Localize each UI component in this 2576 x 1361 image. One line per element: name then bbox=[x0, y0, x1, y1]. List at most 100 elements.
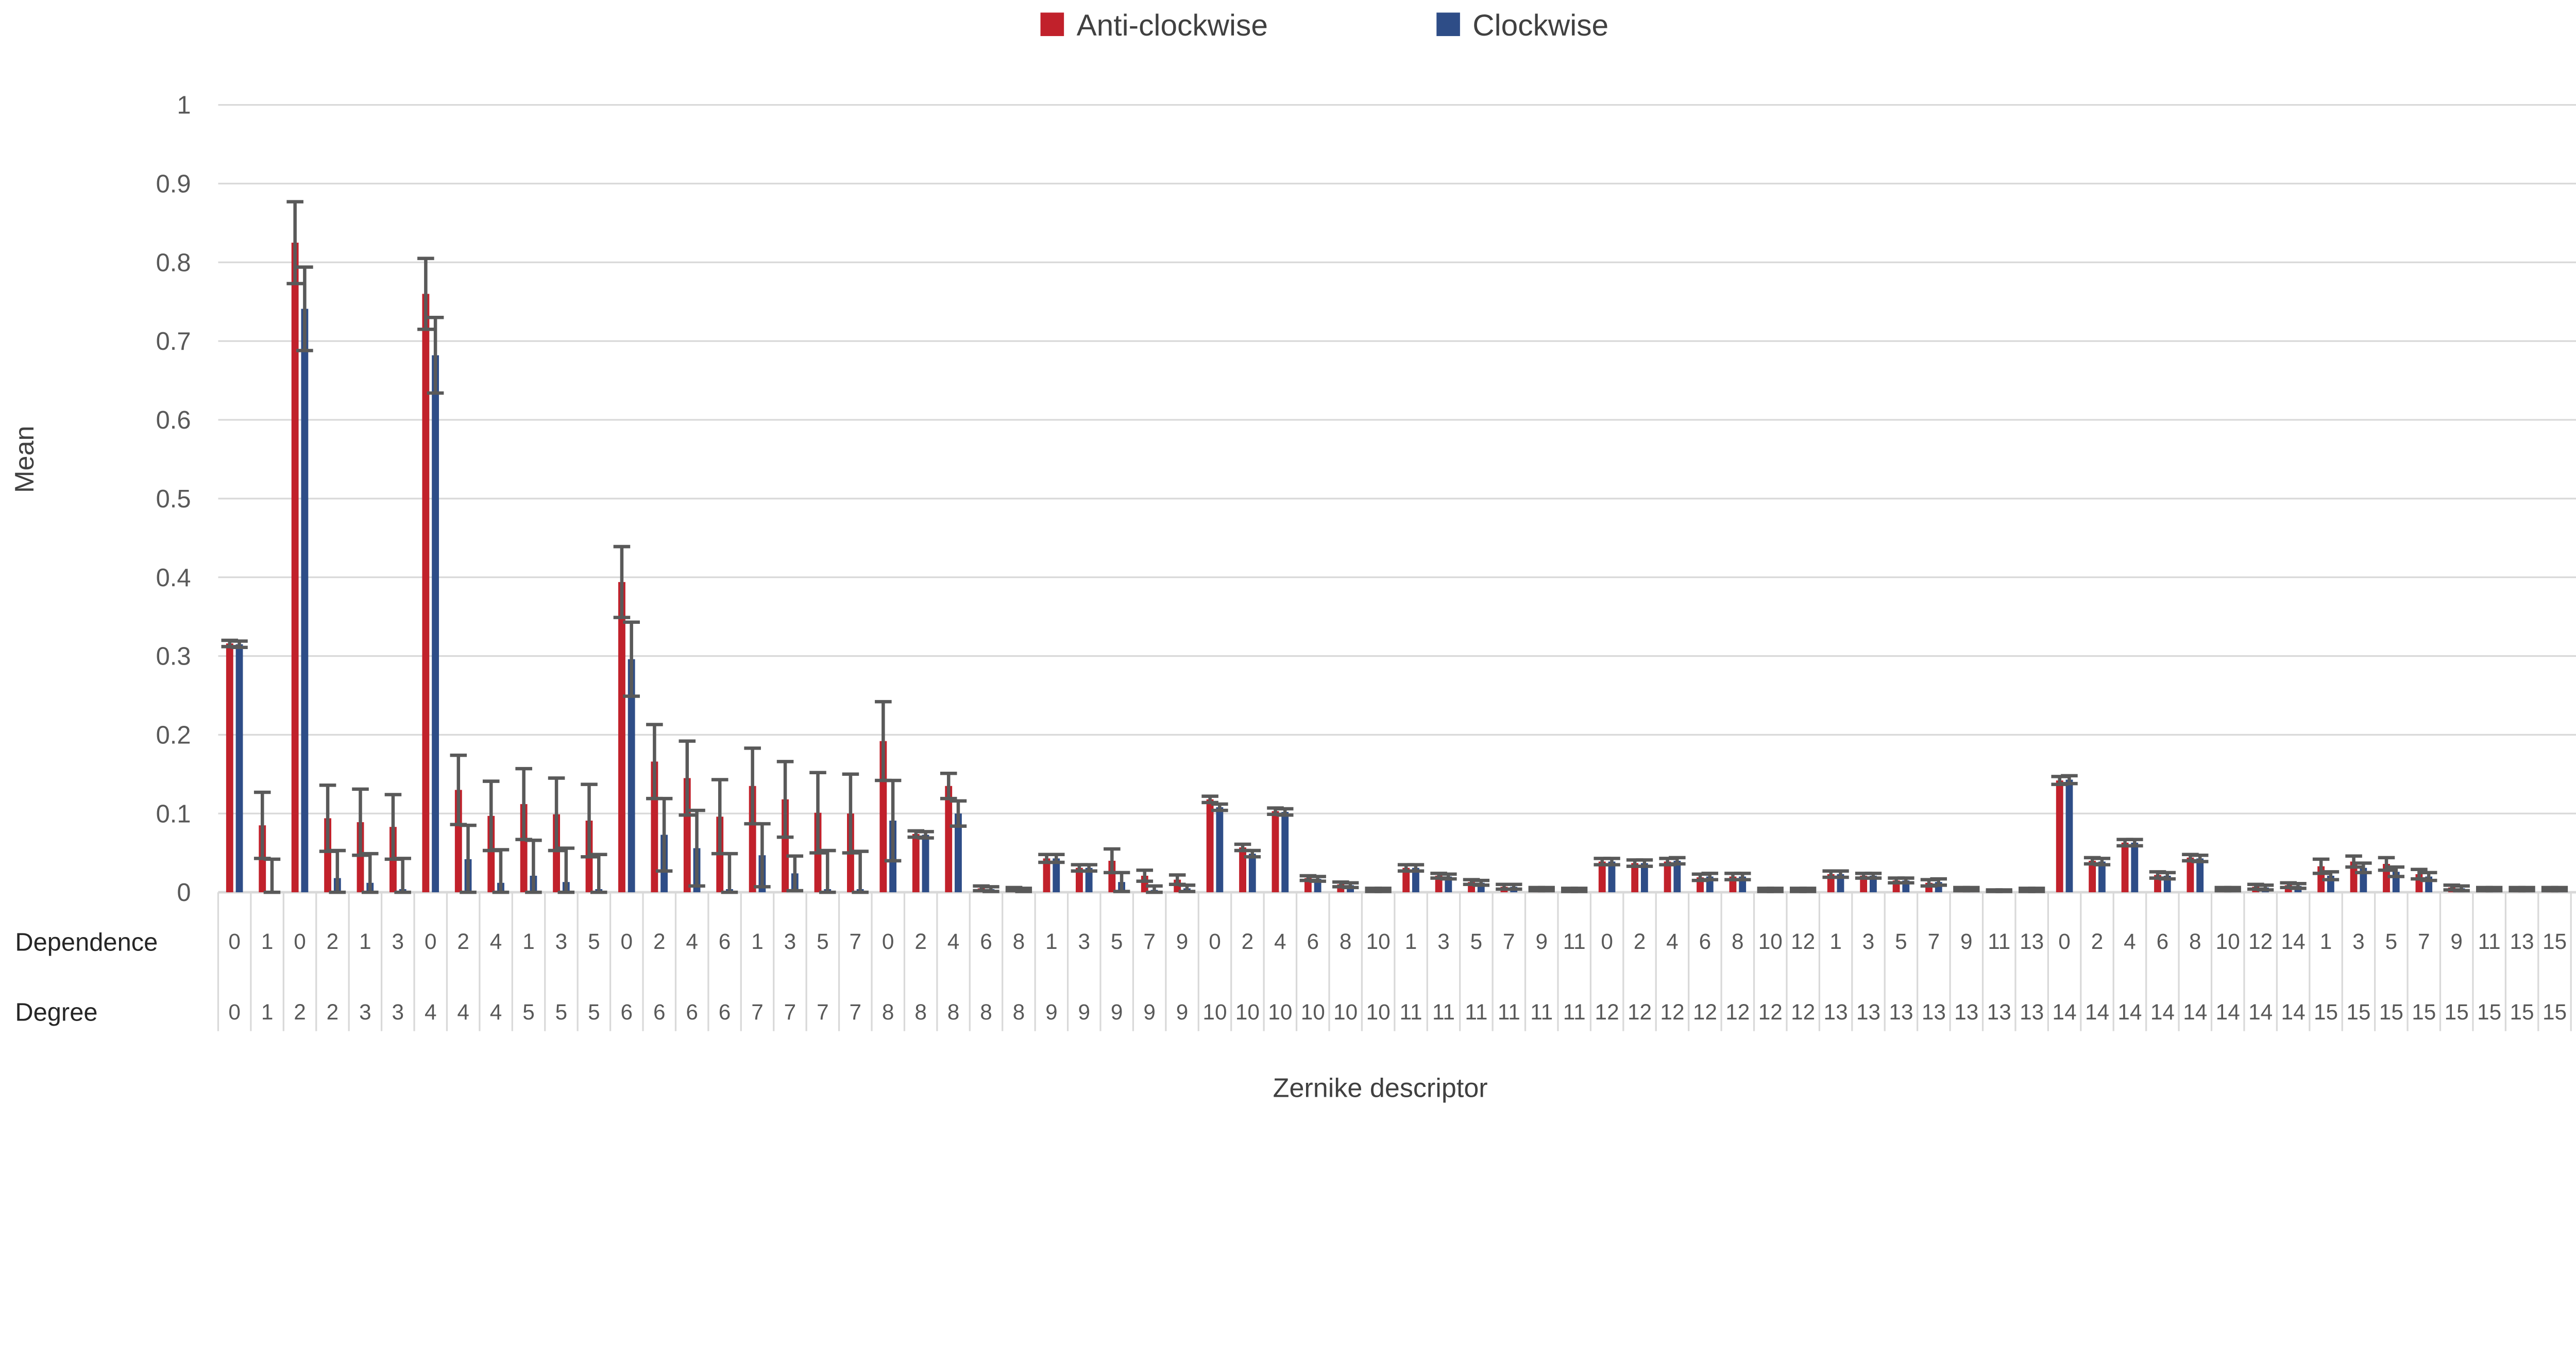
dependence-label-69: 11 bbox=[2478, 929, 2501, 954]
degree-label-10: 5 bbox=[555, 1000, 568, 1024]
dependence-label-54: 11 bbox=[1988, 929, 2010, 954]
error-bar-anticlockwise-30 bbox=[1201, 794, 1218, 805]
dependence-label-11: 5 bbox=[588, 929, 600, 954]
bar-clockwise-26 bbox=[1085, 867, 1093, 893]
dependence-label-36: 1 bbox=[1405, 929, 1417, 954]
degree-label-35: 10 bbox=[1366, 1000, 1391, 1024]
error-bar-anticlockwise-2 bbox=[286, 200, 303, 285]
bar-anticlockwise-44 bbox=[1664, 861, 1671, 893]
degree-label-61: 14 bbox=[2216, 1000, 2240, 1024]
y-axis-title: Mean bbox=[10, 426, 40, 493]
dependence-label-39: 7 bbox=[1503, 929, 1515, 954]
degree-label-41: 11 bbox=[1563, 1000, 1586, 1024]
error-bar-anticlockwise-11 bbox=[581, 782, 598, 859]
error-bar-clockwise-54 bbox=[1995, 888, 2012, 893]
dependence-label-13: 2 bbox=[653, 929, 666, 954]
error-bar-anticlockwise-16 bbox=[744, 746, 761, 826]
error-bar-clockwise-45 bbox=[1701, 872, 1719, 881]
dependence-label-71: 15 bbox=[2543, 929, 2567, 954]
dependence-label-8: 4 bbox=[490, 929, 502, 954]
degree-label-55: 13 bbox=[2020, 1000, 2044, 1024]
bars-layer bbox=[226, 243, 2563, 893]
error-bar-clockwise-3 bbox=[329, 848, 346, 894]
y-tick-1: 1 bbox=[177, 92, 191, 120]
error-bar-clockwise-70 bbox=[2518, 886, 2535, 893]
legend-swatch-anticlockwise bbox=[1040, 12, 1064, 37]
degree-label-9: 5 bbox=[522, 1000, 535, 1024]
degree-label-71: 15 bbox=[2543, 1000, 2567, 1024]
degree-label-57: 14 bbox=[2085, 1000, 2109, 1024]
y-tick-0.8: 0.8 bbox=[156, 249, 191, 277]
error-bar-anticlockwise-22 bbox=[940, 772, 957, 801]
dependence-label-37: 3 bbox=[1437, 929, 1450, 954]
y-tick-0.7: 0.7 bbox=[156, 328, 191, 355]
error-bar-clockwise-18 bbox=[819, 848, 836, 894]
dependence-label-60: 8 bbox=[2189, 929, 2201, 954]
y-tick-0.6: 0.6 bbox=[156, 406, 191, 434]
degree-label-11: 5 bbox=[588, 1000, 600, 1024]
degree-label-38: 11 bbox=[1465, 1000, 1487, 1024]
bar-anticlockwise-21 bbox=[912, 833, 920, 893]
bar-clockwise-43 bbox=[1640, 863, 1648, 893]
bar-anticlockwise-32 bbox=[1272, 811, 1279, 893]
dependence-label-50: 3 bbox=[1862, 929, 1875, 954]
error-bar-clockwise-47 bbox=[1767, 887, 1784, 893]
bar-clockwise-57 bbox=[2098, 861, 2106, 893]
degree-label-22: 8 bbox=[947, 1000, 960, 1024]
degree-label-52: 13 bbox=[1922, 1000, 1946, 1024]
degree-label-64: 15 bbox=[2314, 1000, 2338, 1024]
error-bar-anticlockwise-29 bbox=[1168, 873, 1186, 887]
dependence-label-56: 0 bbox=[2058, 929, 2071, 954]
error-bar-clockwise-1 bbox=[263, 857, 281, 894]
bar-clockwise-22 bbox=[955, 813, 962, 893]
error-bar-clockwise-52 bbox=[1930, 877, 1947, 887]
error-bar-anticlockwise-13 bbox=[646, 723, 663, 801]
degree-label-5: 3 bbox=[392, 1000, 404, 1024]
bar-clockwise-60 bbox=[2196, 858, 2204, 893]
degree-label-26: 9 bbox=[1078, 1000, 1091, 1024]
dependence-label-52: 7 bbox=[1928, 929, 1940, 954]
bar-anticlockwise-14 bbox=[683, 778, 691, 893]
bar-anticlockwise-65 bbox=[2350, 861, 2358, 893]
bar-anticlockwise-22 bbox=[945, 786, 953, 893]
degree-label-53: 13 bbox=[1954, 1000, 1978, 1024]
degree-label-25: 9 bbox=[1045, 1000, 1058, 1024]
degree-label-65: 15 bbox=[2346, 1000, 2370, 1024]
error-bar-anticlockwise-10 bbox=[548, 776, 565, 853]
dependence-label-19: 7 bbox=[850, 929, 862, 954]
dependence-label-3: 2 bbox=[327, 929, 339, 954]
dependence-label-63: 14 bbox=[2281, 929, 2306, 954]
dependence-label-18: 5 bbox=[817, 929, 829, 954]
degree-label-69: 15 bbox=[2477, 1000, 2501, 1024]
error-bar-clockwise-24 bbox=[1015, 887, 1032, 893]
error-bar-clockwise-15 bbox=[721, 852, 738, 894]
bar-anticlockwise-56 bbox=[2056, 780, 2063, 893]
degree-label-33: 10 bbox=[1301, 1000, 1325, 1024]
dependence-label-55: 13 bbox=[2020, 929, 2044, 954]
degree-label-30: 10 bbox=[1202, 1000, 1227, 1024]
error-bar-anticlockwise-17 bbox=[776, 760, 794, 839]
degree-label-27: 9 bbox=[1111, 1000, 1123, 1024]
dependence-label-45: 6 bbox=[1699, 929, 1711, 954]
bar-clockwise-32 bbox=[1281, 812, 1289, 893]
degree-label-54: 13 bbox=[1987, 1000, 2011, 1024]
dependence-label-61: 10 bbox=[2216, 929, 2240, 954]
degree-label-62: 14 bbox=[2248, 1000, 2273, 1024]
legend-label-clockwise: Clockwise bbox=[1472, 9, 1608, 42]
degree-label-42: 12 bbox=[1595, 1000, 1619, 1024]
error-bar-clockwise-0 bbox=[231, 639, 248, 649]
error-bar-clockwise-42 bbox=[1603, 857, 1620, 866]
bar-anticlockwise-2 bbox=[291, 243, 299, 893]
error-bar-clockwise-55 bbox=[2028, 887, 2045, 893]
dependence-label-0: 0 bbox=[228, 929, 241, 954]
dependence-label-32: 4 bbox=[1274, 929, 1286, 954]
bar-clockwise-25 bbox=[1053, 858, 1060, 893]
bar-clockwise-6 bbox=[432, 355, 439, 893]
dependence-label-64: 1 bbox=[2320, 929, 2332, 954]
bar-anticlockwise-12 bbox=[618, 582, 625, 893]
error-bar-clockwise-64 bbox=[2322, 870, 2340, 881]
error-bar-clockwise-34 bbox=[1342, 881, 1359, 890]
bar-clockwise-42 bbox=[1608, 861, 1616, 893]
error-bar-clockwise-29 bbox=[1178, 883, 1196, 893]
bar-clockwise-2 bbox=[301, 309, 309, 893]
